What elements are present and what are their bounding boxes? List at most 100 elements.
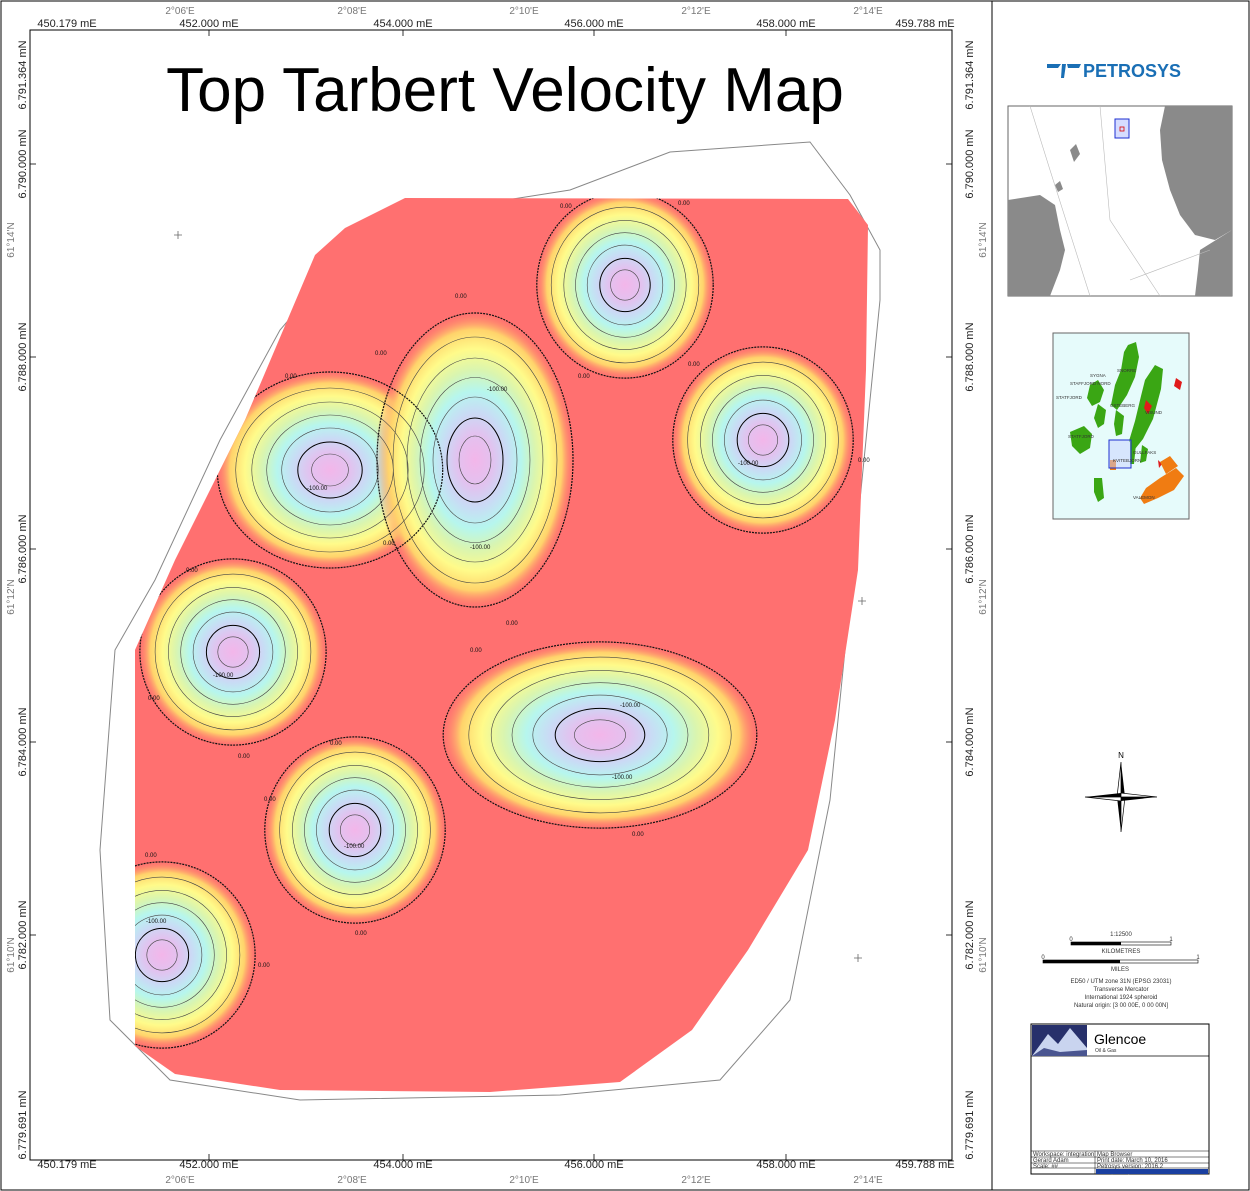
velocity-anomalies xyxy=(135,198,855,1050)
contour-label-zero: 0.00 xyxy=(688,362,700,368)
longitude-label-bottom: 2°06'E xyxy=(165,1175,195,1186)
footer-cell-left: Workspace: integration xyxy=(1033,1152,1094,1158)
anomaly-east xyxy=(671,345,855,535)
contour-label-neg: -100.00 xyxy=(470,545,491,551)
latitude-label-left: 61°12'N xyxy=(6,579,17,614)
north-label: N xyxy=(1118,751,1124,760)
easting-label-bottom: 458.000 mE xyxy=(756,1159,815,1171)
field-label: STATFJORD xyxy=(1068,434,1095,439)
northing-label-right: 6.791.364 mN xyxy=(964,40,976,109)
fields-inset-map: SYGNA STAFFJORD NORD SNORRE STATFJORD OSTEBE… xyxy=(1052,332,1190,520)
miles-label: MILES xyxy=(1111,967,1129,973)
anomaly-central xyxy=(375,310,575,610)
anomaly-north-contour-2 xyxy=(563,220,687,350)
northing-label-left: 6.782.000 mN xyxy=(17,900,29,969)
anomaly-south-contour-5 xyxy=(328,802,382,858)
contour-label-zero: 0.00 xyxy=(560,204,572,210)
projection-line-2: Transverse Mercator xyxy=(1093,987,1148,993)
map-title: Top Tarbert Velocity Map xyxy=(166,56,844,125)
anomaly-west-lobe-contour-4 xyxy=(281,427,379,513)
company-name: Glencoe xyxy=(1094,1031,1146,1047)
anomaly-southwest-contour-6 xyxy=(217,636,249,668)
contour-label-neg: -100.00 xyxy=(307,486,328,492)
footer-brand-bar xyxy=(1096,1169,1208,1174)
anomaly-central-contour-5 xyxy=(446,417,504,503)
contour-label-neg: -100.00 xyxy=(612,775,633,781)
easting-label-bottom: 450.179 mE xyxy=(37,1159,96,1171)
anomaly-west-lobe-contour-6 xyxy=(311,453,349,487)
longitude-label-top: 2°10'E xyxy=(509,6,539,17)
anomaly-corner-contour-1 xyxy=(135,876,241,1034)
footer-cell-left: Gerard Adam xyxy=(1033,1158,1069,1164)
contour-label-neg: -100.00 xyxy=(620,703,641,709)
field-label: STAFFJORD NORD xyxy=(1070,381,1111,386)
anomaly-corner-contour-6 xyxy=(146,939,178,971)
anomaly-southeast-contour-3 xyxy=(511,682,689,788)
northing-label-left: 6.791.364 mN xyxy=(17,40,29,109)
contour-label-zero: 0.00 xyxy=(238,754,250,760)
anomaly-central-contour-4 xyxy=(432,396,518,524)
contour-label-neg: -100.00 xyxy=(213,673,234,679)
anomaly-south-contour-6 xyxy=(339,814,370,846)
anomaly-central-contour-6 xyxy=(458,435,492,485)
contour-label-zero: 0.00 xyxy=(858,458,870,464)
anomaly-southwest-contour-0 xyxy=(139,558,327,746)
field-label: OSTEBERG xyxy=(1110,403,1136,408)
anomaly-southwest-contour-3 xyxy=(180,599,286,705)
overview-inset-map xyxy=(1007,105,1233,297)
anomaly-southwest-contour-2 xyxy=(168,587,298,717)
mi-tick-1: 1 xyxy=(1196,955,1200,961)
title-block: Glencoe Oil & Gas Workspace: integration… xyxy=(1030,1023,1210,1175)
contour-label-zero: 0.00 xyxy=(383,541,395,547)
field-label: KVITEBJORN xyxy=(1113,458,1141,463)
latitude-label-left: 61°10'N xyxy=(6,937,17,972)
northing-label-right: 6.782.000 mN xyxy=(964,900,976,969)
anomaly-north-contour-5 xyxy=(599,257,651,313)
contour-label-zero: 0.00 xyxy=(264,797,276,803)
petrosys-mark-icon xyxy=(1047,64,1081,78)
projection-line-3: International 1924 spheroid xyxy=(1085,995,1158,1001)
easting-label-top: 454.000 mE xyxy=(373,18,432,30)
scale-bar: 1:12500 0 1 KILOMETRES 0 1 MILES xyxy=(1041,932,1200,973)
projection-line-4: Natural origin: [3 00 00E, 0 00 00N] xyxy=(1074,1003,1168,1009)
km-label: KILOMETRES xyxy=(1102,949,1141,955)
longitude-label-top: 2°12'E xyxy=(681,6,711,17)
contour-label-zero: 0.00 xyxy=(355,931,367,937)
anomaly-central-contour-1 xyxy=(392,336,558,584)
contour-labels: 0.00 0.00 0.00 0.00 0.00 0.00 0.00 0.00 0.00 0.00… xyxy=(145,201,870,969)
anomaly-corner-contour-3 xyxy=(135,902,215,1008)
easting-label-bottom: 454.000 mE xyxy=(373,1159,432,1171)
company-subtitle: Oil & Gas xyxy=(1095,1048,1117,1054)
anomaly-east-contour-1 xyxy=(687,361,839,519)
anomaly-north-contour-1 xyxy=(550,206,700,364)
contour-lines xyxy=(135,198,854,1049)
anomaly-north-contour-6 xyxy=(610,269,640,301)
anomaly-southwest-contour-1 xyxy=(154,573,312,731)
northing-label-right: 6.786.000 mN xyxy=(964,514,976,583)
anomaly-southeast-contour-2 xyxy=(490,670,710,800)
field-label: SNORRE xyxy=(1117,368,1136,373)
field-label: VISUND xyxy=(1145,410,1163,415)
easting-label-bottom: 456.000 mE xyxy=(564,1159,623,1171)
latitude-label-right: 61°10'N xyxy=(978,937,989,972)
contour-label-zero: 0.00 xyxy=(285,374,297,380)
northing-label-left: 6.786.000 mN xyxy=(17,514,29,583)
anomaly-south-contour-1 xyxy=(279,751,431,909)
contour-label-neg: -100.00 xyxy=(344,844,365,850)
easting-label-top: 456.000 mE xyxy=(564,18,623,30)
anomaly-southeast-contour-5 xyxy=(554,707,646,763)
contour-label-neg: -100.00 xyxy=(146,919,167,925)
anomaly-north-contour-4 xyxy=(586,244,664,326)
latitude-label-right: 61°14'N xyxy=(978,222,989,257)
anomaly-east-contour-0 xyxy=(672,346,854,534)
northing-label-left: 6.790.000 mN xyxy=(17,129,29,198)
anomaly-southwest xyxy=(138,557,328,747)
anomaly-southeast-contour-1 xyxy=(468,656,732,814)
longitude-label-top: 2°06'E xyxy=(165,6,195,17)
longitude-label-bottom: 2°12'E xyxy=(681,1175,711,1186)
contour-label-zero: 0.00 xyxy=(375,351,387,357)
longitude-label-bottom: 2°10'E xyxy=(509,1175,539,1186)
anomaly-east-contour-6 xyxy=(747,424,778,456)
northing-label-left: 6.788.000 mN xyxy=(17,322,29,391)
